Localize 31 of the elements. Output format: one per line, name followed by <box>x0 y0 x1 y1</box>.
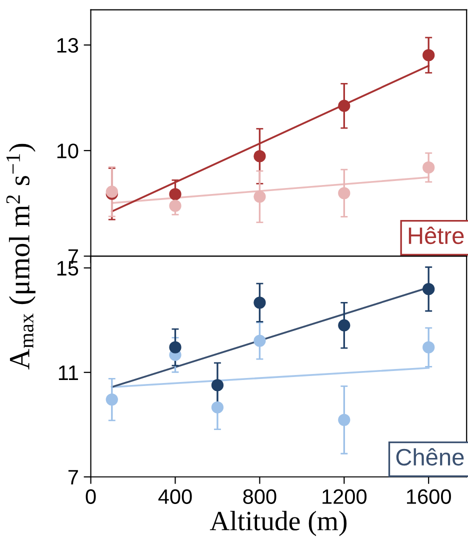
y-tick-label: 13 <box>57 38 78 53</box>
y-tick-label: 7 <box>68 470 78 484</box>
point <box>338 414 350 426</box>
point <box>338 319 350 332</box>
x-axis-title: Altitude (m) <box>210 510 347 536</box>
point <box>254 334 266 347</box>
point <box>338 100 350 112</box>
point <box>106 393 118 406</box>
point <box>211 379 224 392</box>
x-tick-label: 0 <box>86 489 96 504</box>
point <box>422 49 435 62</box>
point <box>422 161 435 174</box>
point <box>169 200 182 212</box>
point <box>422 282 435 296</box>
point <box>338 187 350 200</box>
y-tick-label: 10 <box>57 144 78 158</box>
point <box>211 401 224 414</box>
point <box>169 188 182 200</box>
x-tick-label: 800 <box>243 489 276 504</box>
x-tick-label: 1200 <box>322 489 367 504</box>
point <box>254 296 266 309</box>
point <box>422 341 435 354</box>
point <box>169 341 182 354</box>
text: Hêtre <box>408 226 464 244</box>
point <box>254 150 266 162</box>
x-tick-label: 400 <box>158 489 192 504</box>
y-tick-label: 11 <box>58 366 78 380</box>
text: Chêne <box>396 448 464 466</box>
x-tick-label: 1600 <box>407 489 451 504</box>
point <box>254 190 266 203</box>
y-axis-title: A$_{max}$ (μmol m$^{2}$ s$^{−1}$) <box>6 144 36 370</box>
